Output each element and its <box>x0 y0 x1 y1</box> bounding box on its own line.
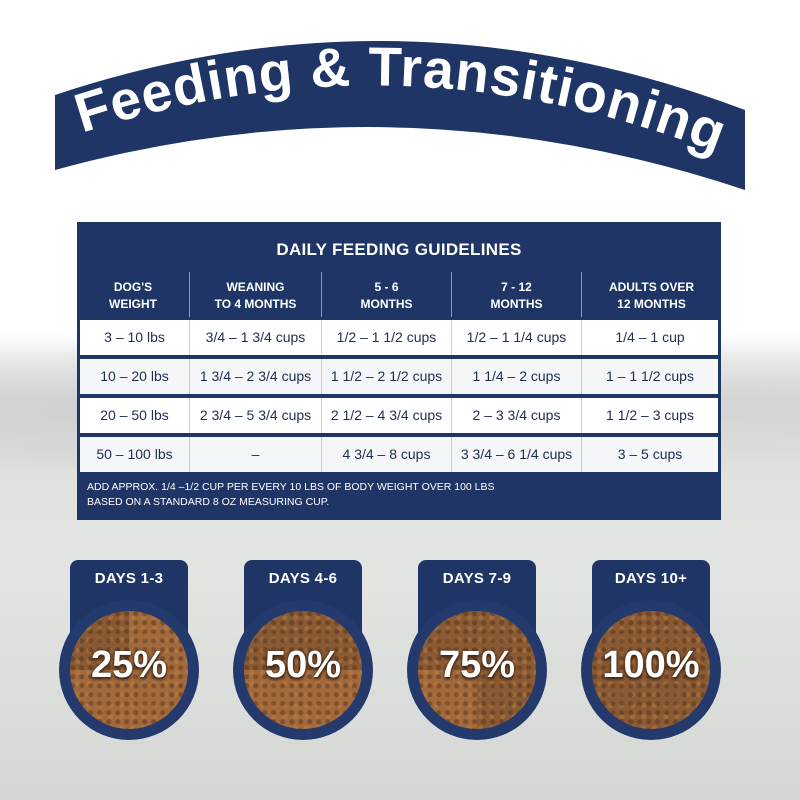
kibble-fill <box>70 611 188 729</box>
table-cell: 1/2 – 1 1/4 cups <box>451 320 581 355</box>
percent-label: 75% <box>438 644 516 686</box>
feeding-guidelines-table: DAILY FEEDING GUIDELINES DOG'S WEIGHT WEA… <box>77 222 721 520</box>
table-cell: 3 – 5 cups <box>581 437 718 472</box>
table-row: 10 – 20 lbs 1 3/4 – 2 3/4 cups 1 1/2 – 2… <box>80 359 718 394</box>
header-dog-weight: DOG'S WEIGHT <box>109 279 157 311</box>
table-row: 20 – 50 lbs 2 3/4 – 5 3/4 cups 2 1/2 – 4… <box>80 398 718 433</box>
days-label: DAYS 7-9 <box>442 570 512 587</box>
table-cell: 1/4 – 1 cup <box>581 320 718 355</box>
title-banner: Feeding & Transitioning <box>0 0 800 200</box>
table-cell: 3 – 10 lbs <box>104 329 165 345</box>
table-cell: 2 – 3 3/4 cups <box>451 398 581 433</box>
table-cell: 3/4 – 1 3/4 cups <box>189 320 321 355</box>
table-cell: 50 – 100 lbs <box>96 446 173 462</box>
kibble-fill <box>244 611 362 729</box>
table-header-row: DOG'S WEIGHT WEANING TO 4 MONTHS 5 - 6 MONT… <box>77 272 721 317</box>
table-footnote: ADD APPROX. 1/4 –1/2 CUP PER EVERY 10 LB… <box>87 480 707 510</box>
table-cell: 10 – 20 lbs <box>100 368 169 384</box>
table-cell: 1 – 1 1/2 cups <box>581 359 718 394</box>
food-bowl: 25% <box>59 600 199 740</box>
table-cell: – <box>189 437 321 472</box>
footnote-line-2: BASED ON A STANDARD 8 OZ MEASURING CUP. <box>87 496 330 508</box>
header-5-6-months: 5 - 6 MONTHS <box>321 272 451 317</box>
table-cell: 1 1/2 – 3 cups <box>581 398 718 433</box>
kibble-fill <box>592 611 710 729</box>
header-weaning: WEANING TO 4 MONTHS <box>189 272 321 317</box>
table-cell: 2 3/4 – 5 3/4 cups <box>189 398 321 433</box>
days-label: DAYS 10+ <box>614 570 688 587</box>
table-cell: 1 1/4 – 2 cups <box>451 359 581 394</box>
header-7-12-months: 7 - 12 MONTHS <box>451 272 581 317</box>
table-row: 3 – 10 lbs 3/4 – 1 3/4 cups 1/2 – 1 1/2 … <box>80 320 718 355</box>
kibble-fill <box>418 611 536 729</box>
percent-label: 25% <box>90 644 168 686</box>
table-cell: 1 1/2 – 2 1/2 cups <box>321 359 451 394</box>
table-row: 50 – 100 lbs – 4 3/4 – 8 cups 3 3/4 – 6 … <box>80 437 718 472</box>
table-cell: 1/2 – 1 1/2 cups <box>321 320 451 355</box>
table-cell: 20 – 50 lbs <box>100 407 169 423</box>
food-bowl: 75% <box>407 600 547 740</box>
table-cell: 3 3/4 – 6 1/4 cups <box>451 437 581 472</box>
days-label: DAYS 1-3 <box>94 570 164 587</box>
food-bowl: 100% <box>581 600 721 740</box>
percent-label: 100% <box>602 644 700 686</box>
table-title: DAILY FEEDING GUIDELINES <box>276 240 522 259</box>
table-cell: 4 3/4 – 8 cups <box>321 437 451 472</box>
footnote-line-1: ADD APPROX. 1/4 –1/2 CUP PER EVERY 10 LB… <box>87 481 495 493</box>
percent-label: 50% <box>264 644 342 686</box>
table-cell: 2 1/2 – 4 3/4 cups <box>321 398 451 433</box>
header-adults: ADULTS OVER 12 MONTHS <box>581 272 721 317</box>
food-bowl: 50% <box>233 600 373 740</box>
table-cell: 1 3/4 – 2 3/4 cups <box>189 359 321 394</box>
days-label: DAYS 4-6 <box>268 570 338 587</box>
